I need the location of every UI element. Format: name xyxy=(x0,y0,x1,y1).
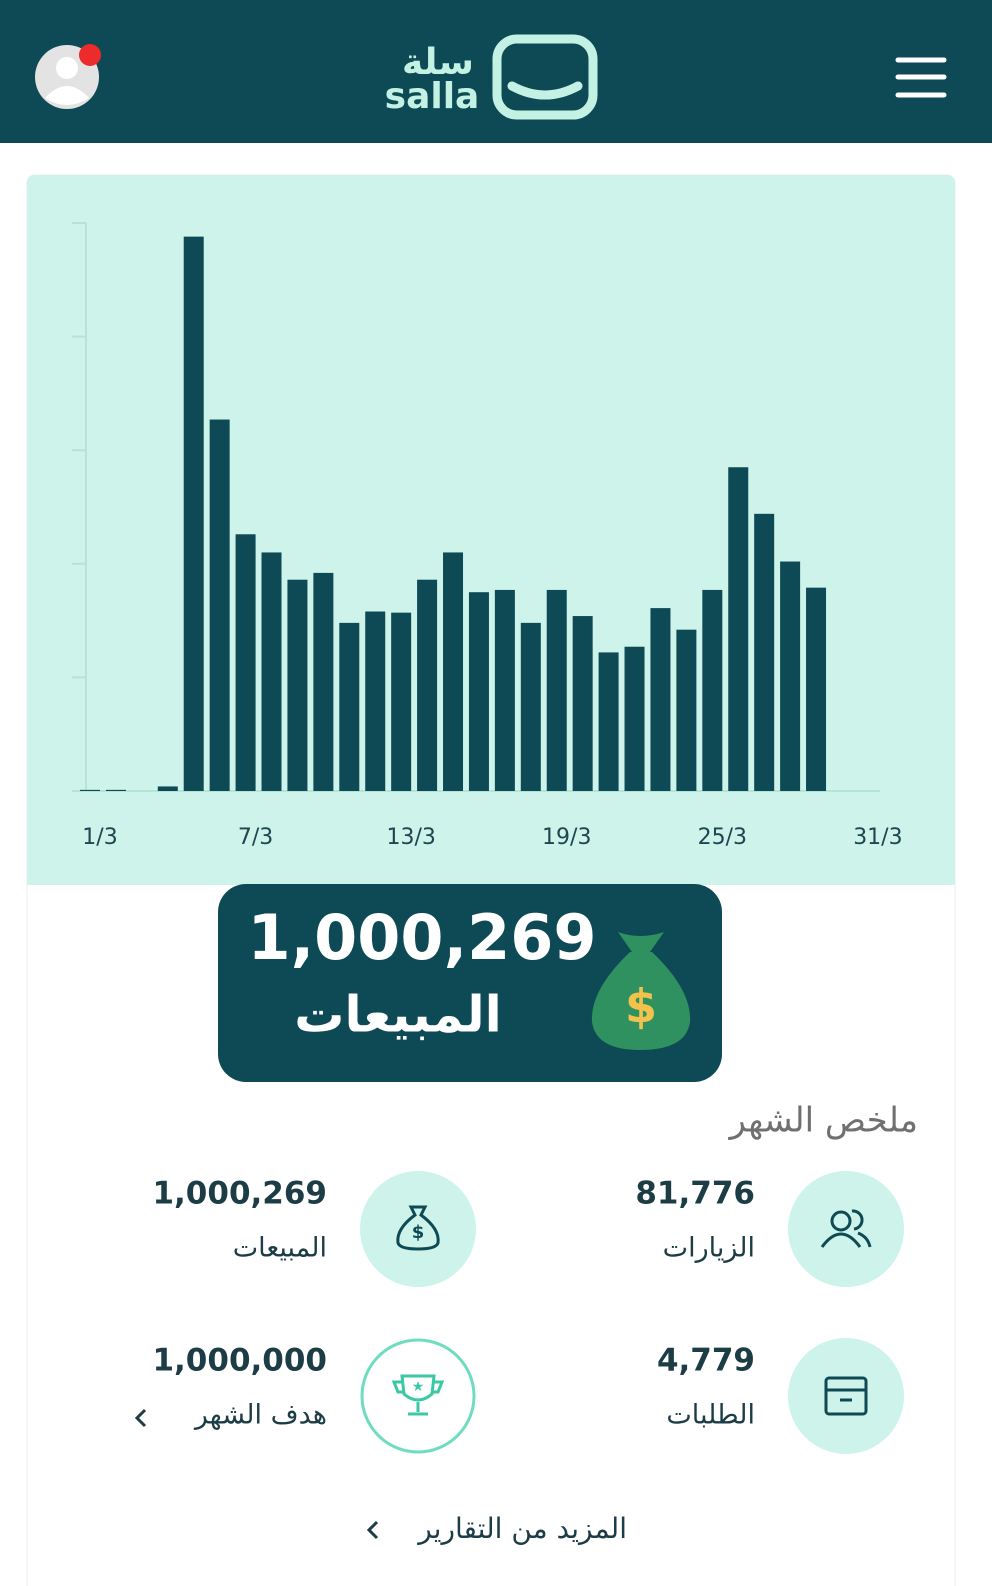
notification-dot xyxy=(79,44,101,66)
stat-value: 1,000,269 xyxy=(152,1176,327,1212)
icon-part xyxy=(824,1376,868,1416)
icon-part xyxy=(851,1209,872,1248)
icon-part xyxy=(391,1374,445,1416)
bar xyxy=(780,561,801,791)
highlight-label: المبيعات xyxy=(294,986,502,1044)
highlight-value: 1,000,269 xyxy=(247,901,596,974)
bar xyxy=(287,579,308,791)
stat-icon-bg xyxy=(360,1338,476,1454)
bag-dollar: $ xyxy=(625,980,657,1034)
logo-arabic: سلة xyxy=(402,42,474,83)
bar xyxy=(391,612,412,791)
summary-stats: 81,776 الزيارات $1,000,269 المبيعات 4,779 الط… xyxy=(152,1171,904,1454)
bar xyxy=(443,552,464,791)
stat-label: الزيارات xyxy=(663,1233,755,1264)
bar xyxy=(754,513,775,791)
stat-icon-bg xyxy=(788,1338,904,1454)
logo-icon xyxy=(492,34,598,120)
summary-title: ملخص الشهر xyxy=(728,1101,918,1141)
money-bag-icon: $ xyxy=(591,932,691,1050)
bar xyxy=(235,534,256,791)
x-tick-label: 19/3 xyxy=(542,825,591,850)
icon-part: $ xyxy=(412,1222,425,1243)
bar-chart: 1/3 7/3 13/3 19/3 25/3 31/3 xyxy=(72,222,903,850)
logo-latin: salla xyxy=(385,76,480,117)
bar xyxy=(572,616,593,791)
bar xyxy=(468,592,489,791)
x-tick-label: 7/3 xyxy=(238,825,273,850)
x-tick-label: 1/3 xyxy=(82,825,117,850)
icon-part xyxy=(396,1205,440,1251)
bar xyxy=(806,587,827,791)
bar xyxy=(417,579,438,791)
bag-body xyxy=(591,952,691,1050)
bar xyxy=(728,467,749,791)
bar xyxy=(339,622,360,791)
stat-value: 4,779 xyxy=(657,1343,755,1379)
bar xyxy=(624,646,645,791)
stat-value: 81,776 xyxy=(635,1176,755,1212)
x-tick-label: 31/3 xyxy=(853,825,902,850)
bag-top xyxy=(618,932,664,952)
bar xyxy=(365,611,386,791)
bar xyxy=(105,789,126,791)
bar xyxy=(494,589,515,791)
icon-part: ★ xyxy=(412,1379,425,1395)
bar xyxy=(313,572,334,791)
stat-icon-bg xyxy=(360,1171,476,1287)
stat-label: الطلبات xyxy=(666,1400,755,1431)
chart-area xyxy=(27,175,955,885)
stat-label[interactable]: هدف الشهر xyxy=(193,1400,327,1431)
logo-smile xyxy=(507,81,583,100)
avatar[interactable] xyxy=(35,44,101,109)
bar xyxy=(157,786,178,791)
bar xyxy=(676,629,697,791)
bar xyxy=(520,622,541,791)
x-tick-label: 13/3 xyxy=(386,825,435,850)
bar xyxy=(209,419,230,791)
bar xyxy=(546,589,567,791)
bar xyxy=(80,789,100,791)
bar xyxy=(261,552,282,791)
bar xyxy=(598,652,619,791)
stat-label: المبيعات xyxy=(233,1233,327,1264)
chevron xyxy=(366,1520,379,1540)
bar xyxy=(183,236,204,791)
stat-value: 1,000,000 xyxy=(152,1343,327,1379)
icon-part xyxy=(830,1210,852,1232)
bar xyxy=(650,608,671,791)
chevron xyxy=(134,1408,147,1428)
bar xyxy=(702,589,723,791)
icon-part xyxy=(820,1232,862,1248)
avatar-body xyxy=(45,86,89,105)
menu-button[interactable] xyxy=(895,57,947,98)
more-reports-link[interactable]: المزيد من التقارير xyxy=(416,1512,627,1545)
avatar-head xyxy=(56,57,78,79)
x-tick-label: 25/3 xyxy=(698,825,747,850)
